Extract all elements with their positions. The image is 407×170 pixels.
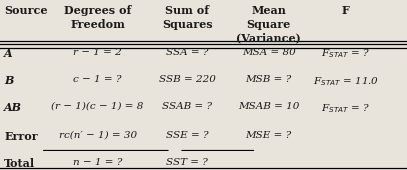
Text: F$_{STAT}$ = ?: F$_{STAT}$ = ? xyxy=(322,102,370,115)
Text: Error: Error xyxy=(4,131,38,142)
Text: r − 1 = 2: r − 1 = 2 xyxy=(73,48,122,57)
Text: AB: AB xyxy=(4,102,22,113)
Text: MSB = ?: MSB = ? xyxy=(245,75,292,84)
Text: B: B xyxy=(4,75,13,86)
Text: MSA = 80: MSA = 80 xyxy=(242,48,295,57)
Text: SST = ?: SST = ? xyxy=(166,158,208,167)
Text: Source: Source xyxy=(4,5,48,16)
Text: A: A xyxy=(4,48,13,59)
Text: Sum of
Squares: Sum of Squares xyxy=(162,5,212,30)
Text: Total: Total xyxy=(4,158,35,169)
Text: SSAB = ?: SSAB = ? xyxy=(162,102,212,111)
Text: Mean
Square
(Variance): Mean Square (Variance) xyxy=(236,5,301,44)
Text: SSE = ?: SSE = ? xyxy=(166,131,208,140)
Text: F: F xyxy=(342,5,350,16)
Text: rc(n′ − 1) = 30: rc(n′ − 1) = 30 xyxy=(59,131,137,140)
Text: SSB = 220: SSB = 220 xyxy=(159,75,216,84)
Text: MSE = ?: MSE = ? xyxy=(245,131,292,140)
Text: n − 1 = ?: n − 1 = ? xyxy=(73,158,123,167)
Text: SSA = ?: SSA = ? xyxy=(166,48,208,57)
Text: F$_{STAT}$ = ?: F$_{STAT}$ = ? xyxy=(322,48,370,60)
Text: MSAB = 10: MSAB = 10 xyxy=(238,102,299,111)
Text: Degrees of
Freedom: Degrees of Freedom xyxy=(64,5,131,30)
Text: c − 1 = ?: c − 1 = ? xyxy=(73,75,122,84)
Text: (r − 1)(c − 1) = 8: (r − 1)(c − 1) = 8 xyxy=(52,102,144,111)
Text: F$_{STAT}$ = 11.0: F$_{STAT}$ = 11.0 xyxy=(313,75,379,88)
